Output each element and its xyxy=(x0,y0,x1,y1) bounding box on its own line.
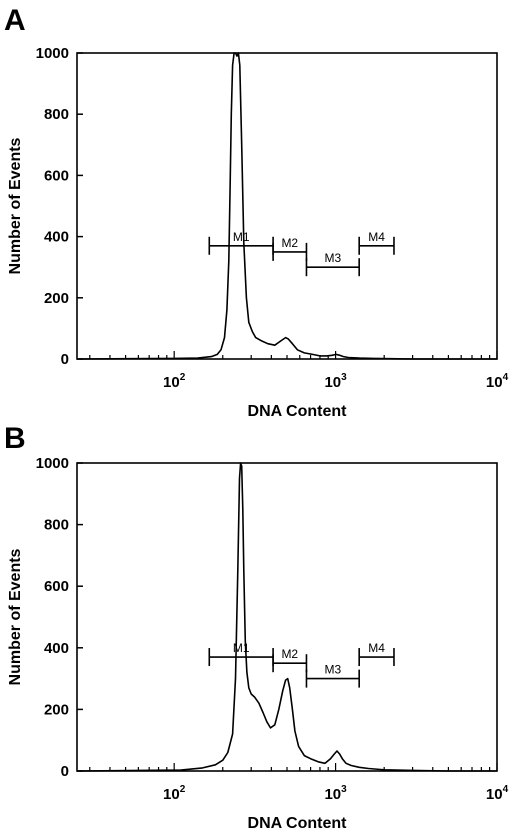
y-tick-label: 600 xyxy=(44,578,69,595)
histogram-trace xyxy=(76,462,497,772)
y-tick-label: 200 xyxy=(44,290,69,307)
marker-label: M2 xyxy=(281,647,298,661)
marker-label: M3 xyxy=(324,663,341,677)
marker-label: M4 xyxy=(368,230,385,244)
y-tick-label: 0 xyxy=(61,763,69,780)
plot-frame xyxy=(76,52,498,360)
y-tick-label: 400 xyxy=(44,229,69,246)
x-tick-label: 102 xyxy=(163,372,186,391)
y-axis-label: Number of Events xyxy=(7,137,24,274)
marker-label: M1 xyxy=(233,641,250,655)
panel-letter: A xyxy=(4,4,26,37)
y-tick-label: 800 xyxy=(44,106,69,123)
x-tick-label: 103 xyxy=(324,784,347,803)
x-tick-label: 102 xyxy=(163,784,186,803)
x-axis-label: DNA Content xyxy=(248,403,348,420)
y-axis-label: Number of Events xyxy=(7,548,24,685)
x-tick-label: 104 xyxy=(486,784,509,803)
panel-b: B 0 200 400 600 800 1000 102 103 104 DNA Content Nu… xyxy=(4,422,509,832)
y-tick-label: 200 xyxy=(44,701,69,718)
marker-label: M3 xyxy=(324,251,341,265)
marker-label: M4 xyxy=(368,641,385,655)
y-tick-label: 400 xyxy=(44,640,69,657)
marker-label: M2 xyxy=(281,236,298,250)
panel-a: A 0 200 400 600 800 1000 102 103 104 DNA Content Nu… xyxy=(4,4,509,420)
x-tick-label: 104 xyxy=(486,372,509,391)
histogram-trace xyxy=(76,52,497,360)
y-tick-label: 1000 xyxy=(36,455,69,472)
x-axis-label: DNA Content xyxy=(248,815,348,832)
x-tick-label: 103 xyxy=(324,372,347,391)
y-tick-label: 600 xyxy=(44,167,69,184)
plot-frame xyxy=(76,462,498,772)
y-tick-label: 0 xyxy=(61,351,69,368)
panel-letter: B xyxy=(4,422,26,455)
y-tick-label: 1000 xyxy=(36,45,69,62)
y-tick-label: 800 xyxy=(44,517,69,534)
marker-label: M1 xyxy=(233,230,250,244)
